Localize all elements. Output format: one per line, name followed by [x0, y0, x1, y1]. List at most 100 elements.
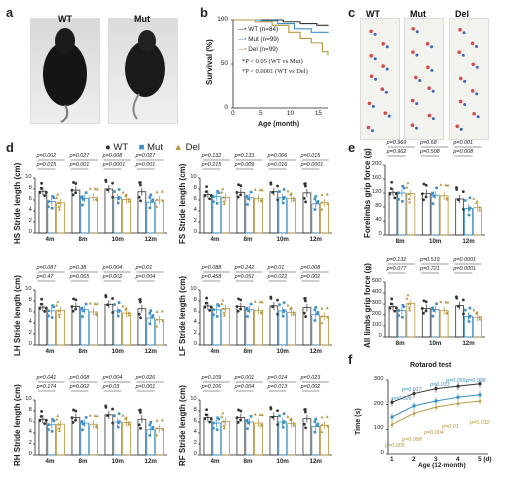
- d-chart-3-bar-WT-4m: [38, 306, 48, 346]
- footprint-blue-mark: [414, 126, 418, 130]
- d-chart-2-xtick: 4m: [210, 236, 220, 243]
- survival-ytick: 0: [224, 104, 229, 111]
- d-chart-5-ylabel: RH Stride length (cm): [13, 383, 22, 466]
- d-chart-1-point: [44, 191, 48, 194]
- footprint-blue-mark: [385, 45, 389, 49]
- d-chart-2-point: [209, 194, 213, 198]
- d-chart-2-point: [276, 184, 279, 188]
- footprint-red-mark: [369, 74, 374, 79]
- rotarod-plot: [386, 379, 488, 455]
- d-chart-5-point: [161, 427, 165, 431]
- d-chart-1-point: [56, 192, 60, 196]
- d-chart-1-bar-Del-12m: [155, 199, 164, 234]
- d-chart-6-pvalue: p=0.002: [300, 384, 321, 390]
- d-chart-2-point: [260, 199, 264, 203]
- d-chart-6-bar-WT-10m: [269, 416, 279, 456]
- e-chart-2-point: [446, 300, 450, 304]
- d-chart-4-point: [246, 315, 249, 318]
- d-chart-2-point: [314, 195, 318, 198]
- d-chart-6-point: [281, 425, 285, 429]
- d-chart-4-point: [258, 300, 262, 304]
- d-chart-5-ytick: 10: [25, 396, 32, 402]
- rotarod-pvalue-del: p=0.005: [385, 443, 405, 449]
- d-chart-3-point: [127, 313, 131, 317]
- d-chart-5-point: [57, 429, 61, 433]
- e-chart-1-ytick: 40: [375, 217, 382, 223]
- d-chart-1-point: [40, 181, 44, 185]
- d-chart-3-xtick: 10m: [111, 348, 124, 355]
- d-chart-3-point: [149, 309, 153, 313]
- e-chart-2-point: [422, 299, 426, 303]
- d-chart-1-point: [160, 189, 164, 193]
- d-chart-5-point: [74, 409, 78, 413]
- d-chart-1-point: [111, 181, 114, 185]
- d-chart-2-bar-Del-10m: [287, 197, 296, 234]
- d-chart-4-point: [269, 297, 273, 300]
- e-chart-2-point: [467, 320, 471, 323]
- e-chart-2-point: [420, 307, 424, 310]
- d-chart-4-point: [278, 303, 281, 306]
- d-chart-1-point: [80, 196, 83, 199]
- legend-wt-label: WT (n=84): [248, 26, 279, 33]
- d-chart-1-point: [51, 195, 54, 198]
- rotarod-point: [456, 395, 460, 399]
- d-chart-5-point: [43, 422, 47, 426]
- d-chart-2-xtick: 12m: [309, 236, 322, 243]
- d-chart-1-point: [124, 192, 128, 196]
- e-chart-2-point: [455, 296, 459, 300]
- legend-d-wt: WT: [113, 142, 129, 153]
- d-chart-6-bar-Del-10m: [287, 423, 296, 456]
- e-chart-1-point: [390, 180, 394, 184]
- panel-a-letter: a: [6, 5, 14, 20]
- d-chart-6-point: [222, 426, 226, 430]
- e-chart-1-point: [408, 200, 412, 204]
- footprint-blue-mark: [431, 89, 435, 93]
- d-chart-5-point: [124, 415, 128, 419]
- e-chart-1-point: [424, 195, 428, 199]
- d-chart-2-pvalue: p=0.133: [234, 153, 255, 159]
- d-chart-1-point: [52, 196, 56, 200]
- d-chart-5-point: [155, 426, 159, 430]
- footprint-blue-mark: [475, 44, 479, 48]
- rotarod-xtick: 5 (d): [478, 456, 492, 463]
- d-chart-5-point: [137, 423, 141, 427]
- e-chart-1-point: [422, 182, 426, 186]
- rotarod-point: [412, 391, 416, 396]
- e-chart-1-point: [405, 185, 409, 189]
- footprint-blue-mark: [461, 53, 465, 57]
- d-chart-1-point: [74, 191, 78, 194]
- e-chart-2-point: [388, 306, 392, 310]
- d-chart-5-xtick: 4m: [45, 458, 55, 465]
- d-chart-6-point: [316, 424, 319, 427]
- d-chart-6-bar-Del-8m: [254, 422, 263, 456]
- d-chart-4-xtick: 10m: [276, 348, 289, 355]
- d-chart-1-point: [38, 191, 42, 194]
- d-chart-4-bar-WT-10m: [269, 305, 279, 346]
- d-chart-3-point: [95, 313, 99, 317]
- e-chart-2-point: [478, 315, 482, 319]
- d-chart-1-xtick: 12m: [144, 236, 157, 243]
- footprint-red-mark: [410, 123, 415, 127]
- d-chart-3-point: [113, 303, 116, 306]
- d-chart-3-point: [93, 302, 97, 305]
- d-chart-4-pvalue: p=0.051: [234, 274, 255, 280]
- d-chart-1-pvalue: p=0.015: [36, 162, 57, 168]
- d-chart-2-point: [235, 190, 239, 194]
- d-chart-4-pvalue: p=0.008: [300, 265, 321, 271]
- d-chart-5-point: [74, 418, 78, 422]
- d-chart-1-pvalue: p=0.001: [69, 162, 90, 168]
- d-chart-1-ytick: 6: [28, 196, 32, 202]
- d-chart-6-point: [237, 408, 240, 412]
- e-chart-1-point: [397, 191, 401, 195]
- footprint-blue-mark: [475, 65, 479, 69]
- d-chart-4-point: [212, 308, 215, 311]
- d-chart-1-point: [127, 197, 131, 201]
- d-chart-1-pvalue: p=0.027: [69, 153, 90, 159]
- d-chart-3-xtick: 4m: [45, 348, 55, 355]
- e-chart-1-pvalue: p=0.962: [386, 149, 407, 155]
- rotarod-point: [478, 399, 482, 403]
- e-chart-1-point: [446, 197, 450, 201]
- d-chart-5-point: [127, 420, 131, 424]
- e-chart-1-point: [478, 208, 482, 212]
- d-chart-1-ytick: 2: [28, 218, 32, 224]
